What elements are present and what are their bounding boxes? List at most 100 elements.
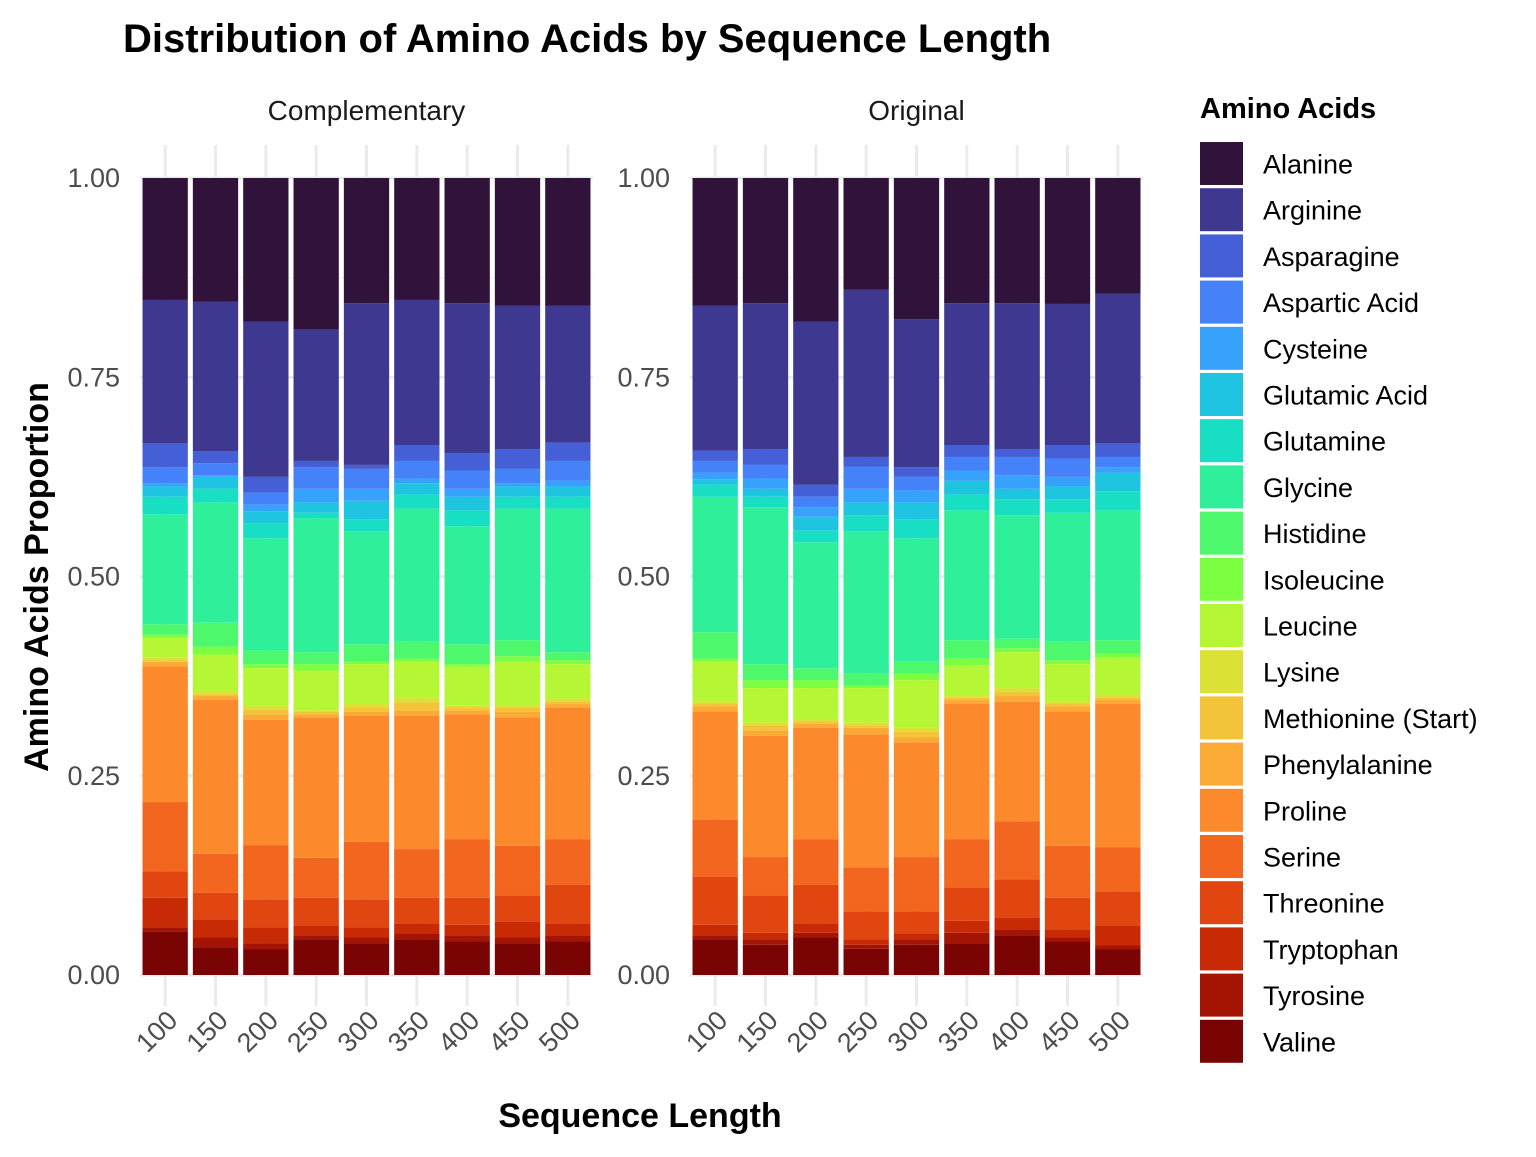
y-tick-label: 0.75 <box>617 362 670 392</box>
bar-segment-lysine <box>893 727 940 732</box>
bar-segment-proline <box>1095 704 1141 848</box>
y-axis-title: Amino Acids Proportion <box>18 382 56 772</box>
bar-segment-arginine <box>142 299 188 444</box>
bar-segment-glycine <box>692 496 738 633</box>
bar-segment-arginine <box>293 329 339 461</box>
bar-segment-arginine <box>494 305 541 449</box>
bar-segment-glycine <box>1095 510 1141 641</box>
bar-segment-valine <box>843 948 889 975</box>
bar-segment-lysine <box>444 705 490 709</box>
legend-item-phenylalanine: Phenylalanine <box>1200 742 1433 786</box>
bar-segment-glutamine <box>793 530 839 543</box>
bar-segment-threonine <box>343 899 390 928</box>
bar-segment-threonine <box>545 884 591 924</box>
bar-segment-histidine <box>293 652 339 665</box>
facet-panels: Complementary0.000.250.500.751.001001502… <box>67 95 1143 1058</box>
bar-segment-glutamic-acid <box>444 496 490 511</box>
bar-segment-glutamic-acid <box>192 476 239 489</box>
bar-segment-alanine <box>142 178 188 300</box>
bar-segment-proline <box>343 715 390 842</box>
bar-segment-aspartic-acid <box>142 467 188 484</box>
bar-segment-tryptophan <box>1044 929 1091 938</box>
bar-segment-cysteine <box>343 488 390 501</box>
bar-segment-glutamic-acid <box>243 511 289 524</box>
legend-item-glycine: Glycine <box>1200 465 1353 509</box>
bar-segment-phenylalanine <box>494 711 541 718</box>
bar-segment-glycine <box>293 518 339 653</box>
bar-segment-histidine <box>944 640 990 659</box>
bar-segment-tryptophan <box>742 932 789 940</box>
legend-label: Threonine <box>1263 889 1385 919</box>
facet-label: Complementary <box>268 95 466 126</box>
bar-segment-glutamic-acid <box>343 500 390 520</box>
bar-segment-methionine-start <box>1095 697 1141 701</box>
legend-swatch <box>1200 1019 1243 1063</box>
bar-segment-leucine <box>843 688 889 723</box>
bar-segment-histidine <box>142 624 188 635</box>
bar-segment-asparagine <box>444 452 490 471</box>
bar-segment-methionine-start <box>692 704 738 707</box>
bar-segment-tyrosine <box>893 939 940 945</box>
bar-stack-500 <box>545 178 591 975</box>
bar-segment-tryptophan <box>343 927 390 938</box>
bar-segment-leucine <box>692 661 738 702</box>
bar-segment-cysteine <box>1095 467 1141 473</box>
bar-segment-glycine <box>1044 512 1091 642</box>
legend-swatch <box>1200 742 1243 786</box>
bar-segment-glutamic-acid <box>893 502 940 520</box>
bar-segment-phenylalanine <box>343 711 390 716</box>
bar-segment-tryptophan <box>545 923 591 936</box>
bar-segment-isoleucine <box>293 664 339 671</box>
bar-segment-valine <box>994 935 1040 975</box>
bar-segment-valine <box>293 939 339 975</box>
bar-segment-arginine <box>394 299 440 445</box>
bar-segment-asparagine <box>243 476 289 493</box>
legend-item-histidine: Histidine <box>1200 511 1367 555</box>
bar-segment-phenylalanine <box>994 696 1040 702</box>
legend-item-glutamine: Glutamine <box>1200 419 1386 463</box>
legend-label: Isoleucine <box>1263 565 1385 595</box>
x-tick-label: 150 <box>731 1005 784 1058</box>
bar-segment-tyrosine <box>545 935 591 942</box>
bar-segment-valine <box>1044 941 1091 975</box>
bar-segment-serine <box>343 841 390 900</box>
y-tick-label: 1.00 <box>67 163 120 193</box>
bar-segment-leucine <box>142 637 188 658</box>
bar-segment-methionine-start <box>243 709 289 715</box>
bar-segment-methionine-start <box>293 711 339 715</box>
bar-segment-phenylalanine <box>444 710 490 715</box>
bar-segment-arginine <box>1095 293 1141 444</box>
bar-segment-threonine <box>893 911 940 934</box>
bar-segment-glutamic-acid <box>944 480 990 495</box>
bar-segment-leucine <box>1095 657 1141 695</box>
bar-segment-methionine-start <box>444 708 490 711</box>
bar-segment-proline <box>692 711 738 820</box>
bar-segment-alanine <box>343 178 390 304</box>
bar-segment-arginine <box>545 305 591 443</box>
bar-segment-isoleucine <box>994 648 1040 653</box>
legend-swatch <box>1200 465 1243 509</box>
bar-segment-phenylalanine <box>1044 706 1091 712</box>
bar-segment-proline <box>793 727 839 840</box>
bar-segment-glutamine <box>142 496 188 515</box>
bar-segment-tryptophan <box>142 897 188 928</box>
bar-segment-proline <box>893 742 940 858</box>
legend-swatch <box>1200 604 1243 647</box>
bar-segment-glutamic-acid <box>293 502 339 513</box>
bar-segment-valine <box>394 939 440 975</box>
legend-swatch <box>1200 557 1243 601</box>
bar-segment-histidine <box>793 668 839 681</box>
bar-segment-serine <box>692 819 738 877</box>
bar-segment-serine <box>545 839 591 885</box>
bar-segment-glutamine <box>944 494 990 511</box>
legend-swatch <box>1200 142 1243 185</box>
bar-segment-cysteine <box>192 475 239 477</box>
bar-segment-isoleucine <box>944 658 990 666</box>
bar-segment-leucine <box>545 664 591 699</box>
bar-segment-methionine-start <box>545 701 591 705</box>
bar-segment-leucine <box>243 668 289 706</box>
bar-segment-histidine <box>243 650 289 665</box>
x-tick-label: 500 <box>1083 1005 1136 1058</box>
bar-segment-leucine <box>793 688 839 720</box>
bar-segment-lysine <box>394 697 440 703</box>
